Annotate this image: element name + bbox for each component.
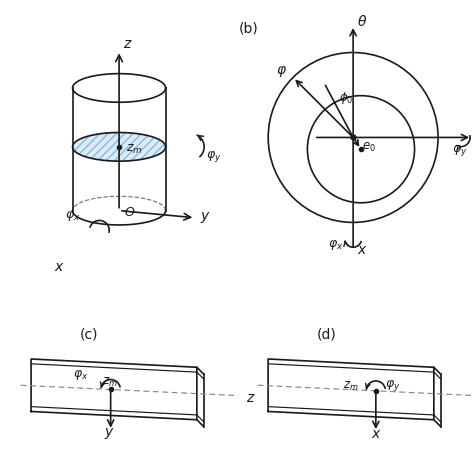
Text: y: y	[104, 425, 113, 439]
Polygon shape	[73, 133, 165, 161]
Text: $\varphi$: $\varphi$	[276, 64, 287, 79]
Text: (b): (b)	[239, 22, 258, 36]
Text: $\varphi_y$: $\varphi_y$	[453, 143, 468, 158]
Text: $\varphi_y$: $\varphi_y$	[206, 149, 221, 164]
Text: x: x	[55, 260, 63, 273]
Text: O: O	[125, 206, 134, 219]
Text: $z_m$: $z_m$	[343, 380, 358, 392]
Text: x: x	[357, 243, 365, 257]
Text: z: z	[123, 36, 130, 51]
Text: $\varphi_x$: $\varphi_x$	[65, 209, 81, 223]
Text: y: y	[201, 209, 209, 223]
Text: $e_0$: $e_0$	[362, 141, 376, 154]
Text: $z_m$: $z_m$	[102, 376, 118, 389]
Text: $\theta$: $\theta$	[357, 14, 367, 29]
Text: $\varphi_y$: $\varphi_y$	[385, 378, 401, 392]
Text: z: z	[246, 391, 253, 405]
Text: $\phi_0$: $\phi_0$	[339, 90, 354, 106]
Text: $\varphi_x$: $\varphi_x$	[328, 238, 344, 252]
Text: $z_m$: $z_m$	[126, 143, 143, 156]
Text: (c): (c)	[80, 327, 98, 341]
Text: x: x	[372, 427, 380, 440]
Text: $\varphi_x$: $\varphi_x$	[73, 368, 88, 382]
Text: (d): (d)	[317, 327, 336, 341]
